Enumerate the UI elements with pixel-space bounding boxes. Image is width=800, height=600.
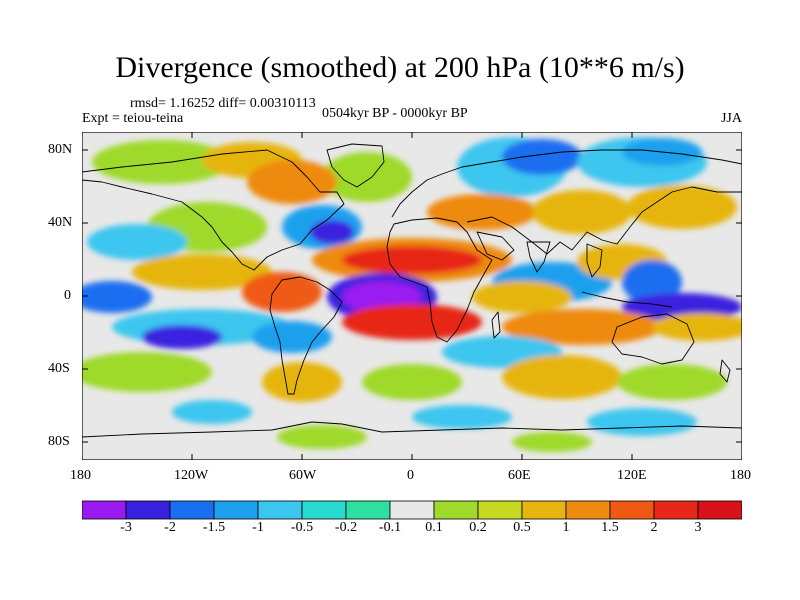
lat-label: 40N [48,215,73,230]
colorbar-label: 1.5 [601,520,619,535]
field-blob [242,272,322,312]
asia-outline [466,186,742,255]
colorbar-label: -0.5 [290,520,314,535]
field-blob [502,355,622,399]
south-america-outline [269,276,343,395]
field-blob [412,405,512,429]
madagascar-outline [491,311,501,339]
field-blob [322,152,412,202]
colorbar-swatch [301,500,347,520]
field-blob [587,408,697,436]
colorbar-label: 3 [694,520,702,535]
colorbar-swatch [345,500,391,520]
plot-title: Divergence (smoothed) at 200 hPa (10**6 … [115,51,685,84]
europe-outline [391,149,742,218]
lon-label: 180 [70,468,91,483]
field-blob [277,425,367,449]
lat-label: 80S [48,434,70,449]
colorbar-swatch [213,500,259,520]
greenland-outline [326,143,385,188]
antarctica-outline [82,421,742,438]
colorbar-swatch [477,500,523,520]
field-blob [627,185,737,229]
colorbar-label: -0.2 [334,520,358,535]
coastlines [82,143,742,438]
field-blob [622,260,682,304]
lon-label: 120W [174,468,209,483]
field-blob [82,352,212,392]
colorbar-swatch [82,500,127,520]
colorbar-swatch [521,500,567,520]
field-blob [132,254,272,290]
colorbar-swatch [565,500,611,520]
field-blob [362,364,462,400]
field-blob [247,160,337,204]
indonesia-outline [581,291,673,308]
colorbar-label: 2 [650,520,658,535]
field-blob [262,362,342,402]
field-blob [427,194,537,230]
colorbar-swatch [257,500,303,520]
colorbar-label: -1 [252,520,264,535]
lon-label: 0 [407,468,414,483]
axis-ticks [82,132,742,460]
field-blob [472,281,572,313]
field-blob [502,139,582,175]
africa-outline [386,217,493,343]
lon-label: 120E [617,468,647,483]
field-blob [92,140,232,184]
colorbar-label: 1 [562,520,570,535]
colorbar-label: -1.5 [202,520,226,535]
india-outline [526,241,551,273]
field-blob [652,313,742,341]
new-zealand-outline [719,359,731,383]
field-blob [617,364,727,400]
field-blob [142,325,222,349]
field-blob [342,246,482,274]
colorbar-swatch [697,500,742,520]
lat-label: 80N [48,142,73,157]
colorbar-swatch [433,500,479,520]
field-blob [512,432,592,452]
field-blob [342,304,482,340]
lon-label: 180 [730,468,751,483]
colorbar-label: -0.1 [378,520,402,535]
colorbar-swatch [609,500,655,520]
period-label: 0504kyr BP - 0000kyr BP [322,106,468,121]
colorbar-label: 0.2 [469,520,487,535]
north-america-outline [82,149,345,271]
contour-field [82,137,742,452]
colorbar-label: 0.1 [425,520,443,535]
field-blob [172,400,252,424]
season-label: JJA [720,111,742,126]
divergence-map [82,132,742,460]
field-blob [502,309,662,345]
field-blob [87,224,187,260]
stats-text: rmsd= 1.16252 diff= 0.00310113 [130,96,316,111]
experiment-label: Expt = teiou-teina [82,111,184,126]
lat-label: 0 [64,288,71,303]
lon-label: 60W [289,468,317,483]
colorbar-label: 0.5 [513,520,531,535]
field-blob [82,281,152,313]
colorbar-swatch [169,500,215,520]
lon-label: 60E [508,468,531,483]
field-blob [252,321,332,353]
colorbar-swatch [653,500,699,520]
lat-label: 40S [48,361,70,376]
australia-outline [611,313,695,365]
field-blob [532,190,632,234]
colorbar-label: -2 [164,520,176,535]
field-blob [310,220,354,244]
colorbar-label: -3 [120,520,132,535]
colorbar-swatch [125,500,171,520]
southeast-asia-outline [586,243,603,278]
colorbar [82,500,742,520]
arabia-outline [476,231,515,261]
colorbar-swatch [389,500,435,520]
